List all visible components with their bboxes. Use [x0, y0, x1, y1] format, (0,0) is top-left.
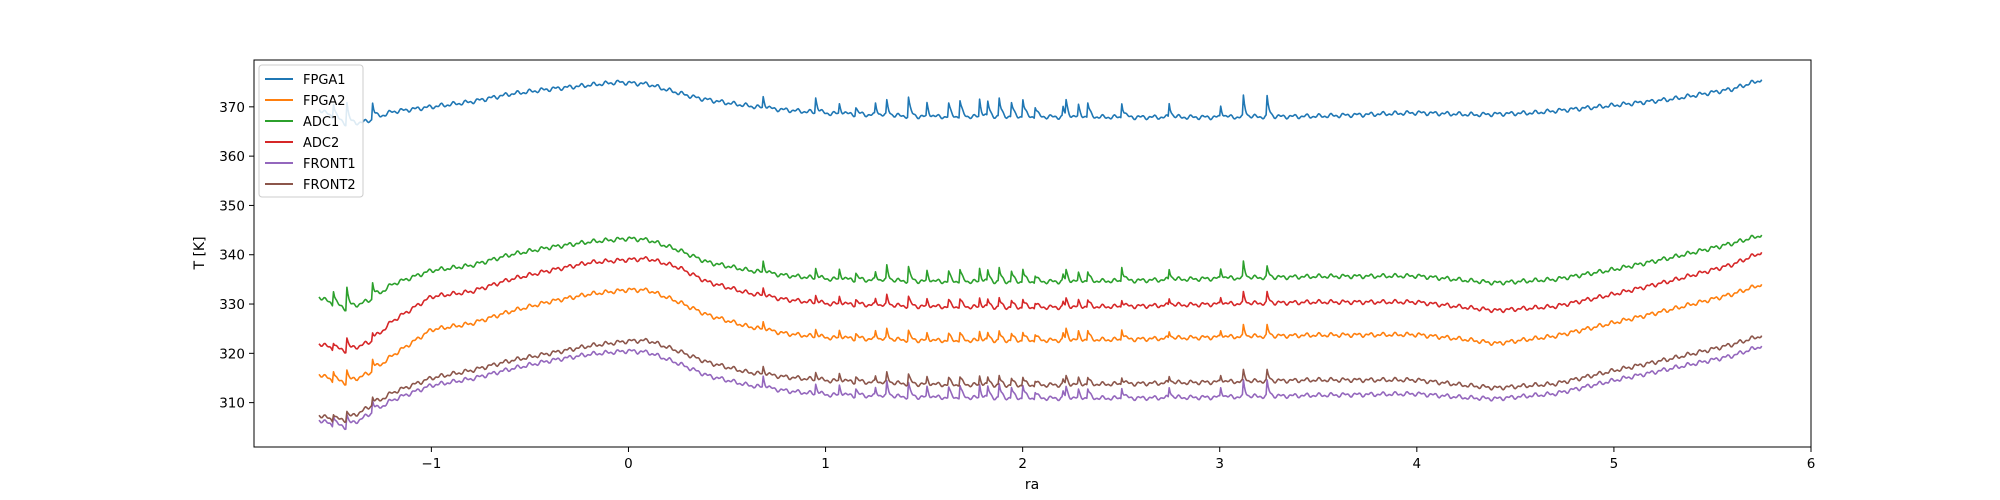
- x-tick-label: 4: [1413, 456, 1422, 472]
- series-line-fpga1: [318, 79, 1763, 127]
- series-line-fpga2: [318, 283, 1763, 386]
- y-tick-label: 330: [219, 297, 245, 313]
- legend: FPGA1 FPGA2 ADC1 ADC2 FRONT1 FRONT2: [258, 64, 364, 198]
- series-line-front2: [318, 335, 1763, 424]
- legend-items: FPGA1 FPGA2 ADC1 ADC2 FRONT1 FRONT2: [265, 73, 356, 193]
- plot-area: [253, 59, 1812, 448]
- x-axis: −1 0 1 2 3 4 5 6: [421, 447, 1815, 472]
- y-tick-label: 350: [219, 198, 245, 214]
- series-line-front1: [318, 345, 1763, 431]
- legend-label-fpga1: FPGA1: [303, 73, 346, 88]
- y-axis: 310 320 330 340 350 360 370: [219, 100, 254, 412]
- y-tick-label: 360: [219, 149, 245, 165]
- x-tick-label: 1: [821, 456, 830, 472]
- x-axis-label: ra: [1025, 477, 1039, 493]
- x-tick-label: 3: [1215, 456, 1224, 472]
- axes-frame: [253, 59, 1812, 448]
- x-tick-label: 2: [1018, 456, 1027, 472]
- x-tick-label: 0: [624, 456, 633, 472]
- series-line-adc2: [318, 251, 1763, 354]
- y-tick-label: 370: [219, 100, 245, 116]
- x-tick-label: 6: [1807, 456, 1816, 472]
- series-layer: [318, 79, 1763, 431]
- legend-label-adc1: ADC1: [303, 115, 339, 130]
- legend-label-fpga2: FPGA2: [303, 94, 346, 109]
- x-tick-label: −1: [421, 456, 441, 472]
- legend-label-adc2: ADC2: [303, 136, 339, 151]
- x-tick-label: 5: [1610, 456, 1619, 472]
- y-axis-label: T [K]: [192, 236, 208, 270]
- series-line-adc1: [318, 234, 1763, 312]
- y-tick-label: 320: [219, 346, 245, 362]
- legend-label-front1: FRONT1: [303, 157, 356, 172]
- y-tick-label: 310: [219, 396, 245, 412]
- legend-label-front2: FRONT2: [303, 178, 356, 193]
- y-tick-label: 340: [219, 248, 245, 264]
